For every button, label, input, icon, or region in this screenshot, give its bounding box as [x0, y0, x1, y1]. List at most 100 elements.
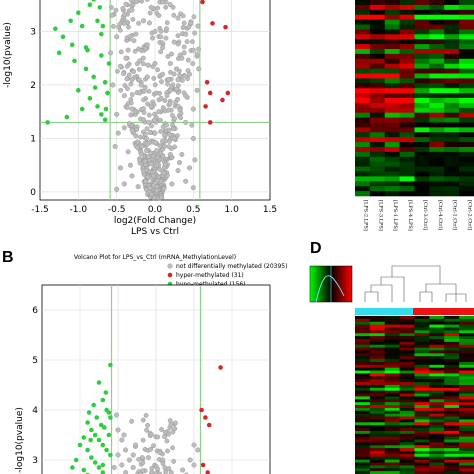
- volcano-a-not-point: [195, 23, 201, 29]
- volcano-a-cloud-point: [185, 57, 191, 63]
- heatmap-d-cell: [429, 370, 445, 374]
- volcano-a-cloud-point: [179, 78, 185, 83]
- heatmap-a-cell: [429, 63, 445, 69]
- heatmap-d-cell: [384, 433, 400, 437]
- volcano-a-cloud-point: [130, 17, 136, 22]
- heatmap-d-cell: [369, 416, 386, 420]
- heatmap-a-cell: [384, 98, 400, 104]
- heatmap-a-cell: [414, 14, 430, 20]
- heatmap-d-cell: [384, 316, 400, 320]
- heatmap-a-cell: [384, 39, 400, 45]
- heatmap-a-cell: [384, 156, 400, 162]
- volcano-a-not-point: [167, 152, 173, 158]
- heatmap-a-cell: [369, 58, 386, 64]
- heatmap-d-cell: [369, 430, 386, 435]
- heatmap-a-cell: [384, 24, 400, 30]
- volcano-a-cloud-point: [157, 90, 162, 96]
- heatmap-d-cell: [429, 445, 445, 449]
- heatmap-d-cell: [369, 468, 386, 472]
- heatmap-d-cell: [414, 442, 430, 446]
- heatmap-d-cell: [399, 361, 415, 366]
- volcano-b-not-point: [119, 437, 125, 443]
- volcano-a-not-point: [125, 149, 131, 155]
- heatmap-d-cell: [369, 347, 386, 351]
- heatmap-d-cell: [414, 433, 430, 437]
- heatmap-a-cell: [355, 9, 371, 15]
- heatmap-a-cell: [384, 78, 400, 84]
- heatmap-d-cell: [384, 324, 400, 328]
- heatmap-a-cell: [459, 127, 474, 133]
- heatmap-d-cell: [384, 364, 400, 369]
- heatmap-a-cell: [399, 49, 415, 55]
- heatmap-d-cell: [399, 407, 415, 412]
- volcano-a-cloud-point: [155, 5, 161, 11]
- volcano-a-cloud-point: [128, 81, 134, 87]
- heatmap-d-cell: [355, 422, 371, 426]
- volcano-b-cloud-point: [157, 449, 163, 455]
- volcano-a-not-point: [129, 77, 135, 83]
- legend-label-hypo: hypo-methylated (156): [176, 281, 246, 288]
- heatmap-a-cell: [355, 19, 371, 25]
- heatmap-d-cell: [355, 413, 371, 417]
- heatmap-a-cell: [444, 34, 460, 40]
- heatmap-a-cell: [384, 44, 400, 50]
- volcano-a-cloud-point: [126, 24, 131, 30]
- heatmap-a-cell: [444, 39, 460, 45]
- volcano-b-hypo-point: [96, 380, 102, 385]
- volcano-a-not-point: [175, 168, 181, 174]
- volcano-a-cloud-point: [142, 131, 148, 137]
- volcano-a-sublabel: LPS vs Ctrl: [131, 227, 179, 237]
- heatmap-a-cell: [384, 93, 400, 99]
- heatmap-a-cell: [459, 137, 474, 143]
- volcano-a-cloud-point: [175, 41, 181, 47]
- volcano-a-hypo-point: [64, 114, 70, 120]
- volcano-b-not-point: [130, 452, 136, 458]
- heatmap-a-cell: [369, 102, 386, 109]
- heatmap-d-cell: [444, 379, 460, 383]
- heatmap-d-cell: [414, 425, 430, 429]
- heatmap-d-cell: [429, 353, 445, 357]
- volcano-a-cloud-point: [111, 23, 116, 29]
- heatmap-d-cell: [355, 399, 371, 403]
- volcano-b-cloud-point: [129, 418, 135, 424]
- heatmap-a-cell: [459, 39, 474, 45]
- volcano-a-not-point: [171, 135, 177, 141]
- volcano-a-hyper-point: [225, 90, 231, 96]
- heatmap-d-cell: [384, 361, 400, 366]
- heatmap-d-cell: [414, 436, 430, 440]
- volcano-b-hypo-point: [98, 422, 104, 428]
- heatmap-a-cell: [429, 24, 445, 30]
- heatmap-d-cell: [444, 471, 460, 474]
- heatmap-a-cell: [369, 156, 386, 162]
- heatmap-a-cell: [414, 147, 430, 153]
- heatmap-a-cell: [444, 107, 460, 113]
- heatmap-d-cell: [429, 347, 445, 351]
- heatmap-d-cell: [369, 356, 386, 360]
- volcano-a-cloud-point: [178, 110, 184, 116]
- heatmap-d-cell: [355, 318, 371, 323]
- volcano-b-cloud-point: [144, 427, 149, 433]
- volcano-b-cloud-point: [140, 460, 146, 466]
- volcano-b-hypo-point: [94, 415, 100, 420]
- heatmap-a-cell: [414, 151, 430, 158]
- heatmap-a-cell: [399, 107, 415, 113]
- heatmap-d-cell: [429, 321, 445, 325]
- heatmap-d-cell: [384, 459, 400, 463]
- volcano-b-not-point: [130, 465, 136, 471]
- volcano-a-hypo-point: [76, 10, 81, 16]
- heatmap-a-cell: [414, 166, 430, 172]
- heatmap-d-cell: [355, 341, 371, 346]
- volcano-a-not-point: [144, 74, 150, 80]
- heatmap-d-cell: [414, 465, 430, 469]
- heatmap-d-cell: [369, 318, 386, 323]
- heatmap-d-cell: [459, 465, 474, 469]
- volcano-a-not-point: [121, 125, 127, 131]
- volcano-a-not-point: [148, 4, 154, 10]
- heatmap-d-cell: [355, 367, 371, 371]
- volcano-b-cloud-point: [148, 446, 154, 452]
- heatmap-d-cell: [444, 396, 460, 400]
- heatmap-a-column-label-1: [LPS-3.LPS]: [377, 200, 383, 231]
- heatmap-a-cell: [355, 122, 371, 128]
- heatmap-a-column-labels: [LPS-2.LPS] [LPS-3.LPS] [LPS-1.LPS] [LPS-4.…: [362, 200, 472, 231]
- heatmap-d-cell: [384, 430, 400, 435]
